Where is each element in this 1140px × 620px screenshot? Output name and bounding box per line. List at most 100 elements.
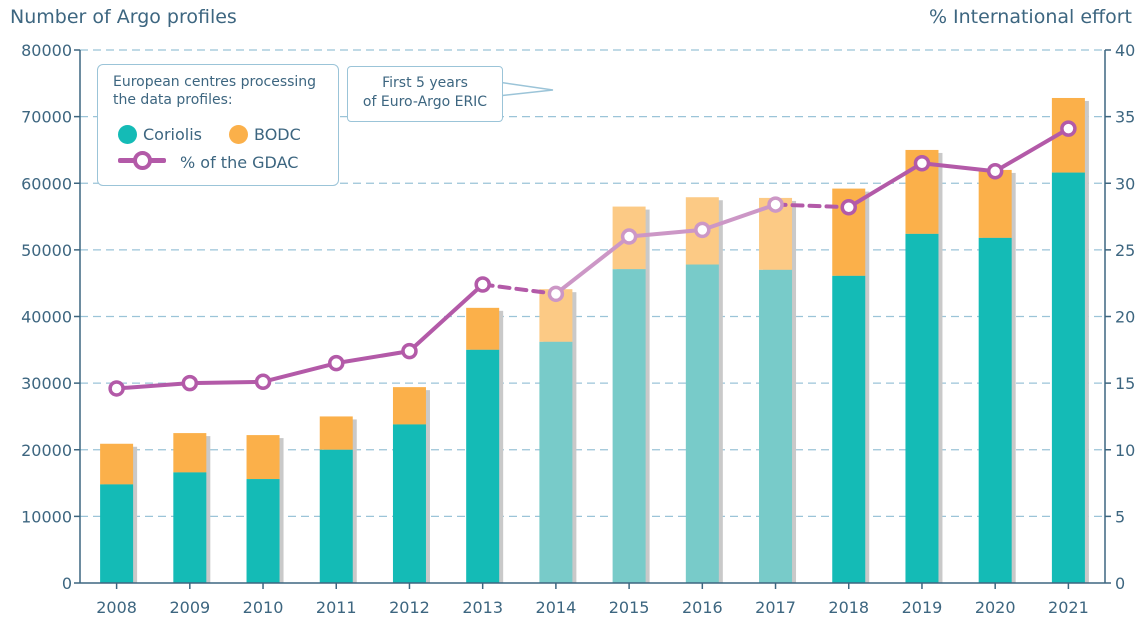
x-tick-label: 2013 [462,598,503,617]
bodc-swatch [229,125,248,144]
right-tick-label: 20 [1115,308,1135,327]
x-tick-label: 2016 [682,598,723,617]
left-tick-label: 40000 [21,308,72,327]
gdac-point [840,198,857,216]
gdac-line-segment [553,234,632,296]
x-tick-label: 2015 [609,598,650,617]
coriolis-bar [1051,172,1085,583]
callout-line1: First 5 years [382,75,468,91]
left-tick-label: 30000 [21,374,72,393]
legend-bodc-label: BODC [254,125,301,144]
gdac-point [986,163,1004,180]
coriolis-bar [392,424,426,583]
right-tick-label: 35 [1115,108,1135,127]
gdac-line-segment [480,282,558,296]
x-tick-label: 2009 [169,598,210,617]
callout-line2: of Euro-Argo ERIC [362,94,488,110]
coriolis-bar [539,341,573,583]
x-tick-label: 2008 [96,598,137,617]
gdac-line-segment [700,202,778,232]
callout-text: First 5 years of Euro-Argo ERIC [348,74,502,112]
coriolis-bar [832,275,866,583]
coriolis-bar [173,472,207,583]
gdac-line-segment [334,349,412,366]
bodc-bar [466,307,500,350]
right-tick-label: 30 [1115,174,1135,193]
x-tick-label: 2010 [243,598,284,617]
bars-group [100,97,1089,584]
right-tick-label: 40 [1115,41,1135,60]
callout-pointer [498,81,554,97]
gdac-point [328,354,345,372]
coriolis-bar [905,233,939,583]
right-tick-label: 15 [1115,374,1135,393]
left-tick-label: 20000 [21,441,72,460]
bodc-bar [246,435,280,480]
gdac-line-segment [627,227,705,239]
gdac-point [108,380,125,397]
coriolis-bar [246,479,280,583]
right-tick-label: 25 [1115,241,1135,260]
gdac-line-segment [993,126,1071,174]
left-tick-label: 50000 [21,241,72,260]
left-tick-label: 70000 [21,108,72,127]
x-tick-label: 2020 [975,598,1016,617]
legend-heading-line1: European centres processing [113,74,317,90]
left-tick-label: 60000 [21,174,72,193]
coriolis-bar [612,269,646,583]
x-tick-label: 2011 [316,598,357,617]
gdac-point [547,285,565,303]
left-tick-label: 0 [62,574,72,593]
right-axis-title: % International effort [928,6,1132,28]
legend-heading-line2: the data profiles: [113,92,233,108]
gdac-point [767,196,784,213]
x-tick-label: 2017 [755,598,796,617]
gdac-line-segment [407,282,485,354]
legend: European centres processing the data pro… [97,64,339,186]
left-axis-title: Number of Argo profiles [10,6,237,28]
coriolis-bar [978,237,1012,583]
coriolis-bar [100,484,134,583]
left-tick-label: 80000 [21,41,72,60]
x-tick-label: 2012 [389,598,430,617]
gdac-line-group [108,120,1077,397]
x-tick-label: 2018 [828,598,869,617]
bodc-bar [100,443,134,485]
gdac-point [1060,120,1077,137]
x-tick-label: 2021 [1048,598,1089,617]
gdac-line-segment [114,381,192,391]
coriolis-bar [759,269,793,583]
gdac-line-segment [919,161,998,174]
legend-coriolis-label: Coriolis [143,125,202,144]
legend-gdac-label: % of the GDAC [180,153,299,172]
gdac-marker-swatch [133,151,152,170]
gdac-point [401,342,418,360]
gdac-line-segment [187,379,266,386]
gdac-point [694,221,711,239]
bodc-bar [173,433,207,473]
axes-group: 0 10000 20000 30000 40000 50000 60000 70000 8000… [21,41,1135,617]
gdac-point [181,374,199,392]
gdac-point [254,373,272,391]
coriolis-bar [466,349,500,583]
gdac-point [913,155,931,172]
right-tick-label: 10 [1115,441,1135,460]
right-tick-label: 0 [1115,574,1125,593]
legend-heading: European centres processing the data pro… [113,73,338,109]
coriolis-bar [685,264,719,583]
x-tick-label: 2019 [902,598,943,617]
gdac-line-segment [261,361,339,384]
left-tick-label: 10000 [21,507,72,526]
bodc-bar [978,169,1012,238]
gdac-point [474,276,491,293]
gdac-line-segment [846,161,924,210]
coriolis-swatch [118,125,137,144]
right-tick-label: 5 [1115,507,1125,526]
x-tick-label: 2014 [536,598,577,617]
gdac-point [620,228,638,245]
coriolis-bar [319,449,353,583]
bodc-bar [319,416,353,450]
callout-box: First 5 years of Euro-Argo ERIC [347,66,503,122]
gdac-line-segment [773,202,851,210]
